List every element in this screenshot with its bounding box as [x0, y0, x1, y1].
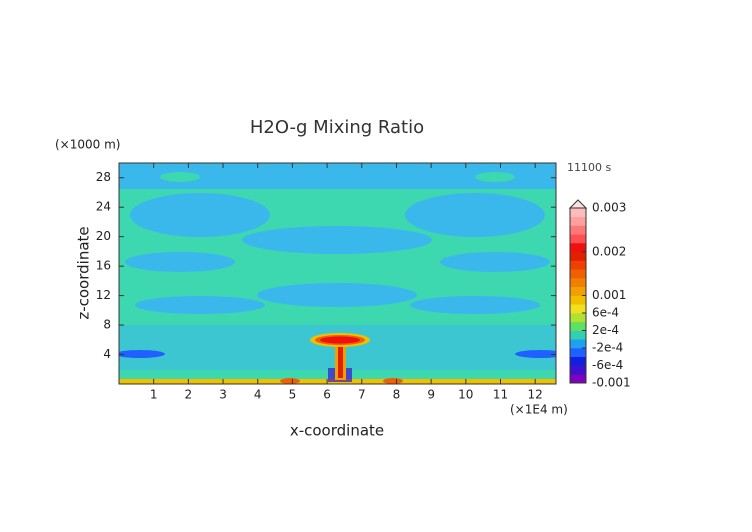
colorbar-tick-label: -0.001 [592, 376, 631, 390]
colorbar-tick-label: 2e-4 [592, 323, 619, 337]
colorbar-tick-label: 6e-4 [592, 306, 619, 320]
x-tick-label: 5 [289, 388, 297, 402]
colorbar-over [568, 199, 588, 209]
colorbar-tick-label: 0.002 [592, 244, 626, 258]
colorbar-band [570, 304, 586, 314]
y-tick-label: 8 [103, 318, 111, 332]
y-tick-label: 20 [96, 229, 111, 243]
colorbar-tick-label: -6e-4 [592, 358, 623, 372]
colorbar-band [570, 286, 586, 296]
colorbar-band [570, 321, 586, 331]
x-tick-label: 2 [185, 388, 193, 402]
x-tick-label: 12 [528, 388, 543, 402]
colorbar-band [570, 278, 586, 288]
colorbar-band [570, 216, 586, 226]
x-tick-label: 9 [427, 388, 435, 402]
x-tick-label: 4 [254, 388, 262, 402]
time-label: 11100 s [567, 161, 611, 174]
colorbar-tick-label: 0.001 [592, 288, 626, 302]
colorbar-band [570, 330, 586, 340]
colorbar-band [570, 260, 586, 270]
y-axis-label: z-coordinate [75, 226, 93, 319]
colorbar-band [570, 374, 586, 384]
colorbar-tick-label: 0.003 [592, 201, 626, 215]
plot-frame [118, 162, 557, 385]
colorbar-band [570, 339, 586, 349]
y-tick-label: 12 [96, 288, 111, 302]
x-tick-label: 8 [393, 388, 401, 402]
colorbar-band [570, 365, 586, 375]
colorbar-band [570, 295, 586, 305]
x-tick-label: 6 [323, 388, 331, 402]
colorbar-band [570, 225, 586, 235]
x-tick-label: 1 [150, 388, 158, 402]
colorbar-band [570, 269, 586, 279]
x-tick-label: 11 [493, 388, 508, 402]
colorbar-tick-label: -2e-4 [592, 341, 623, 355]
x-axis-label: x-coordinate [290, 422, 384, 440]
colorbar-band [570, 243, 586, 253]
colorbar-band [570, 356, 586, 366]
colorbar-band [570, 313, 586, 323]
x-tick-label: 10 [458, 388, 473, 402]
colorbar-band [570, 234, 586, 244]
chart-title: H2O-g Mixing Ratio [250, 117, 424, 138]
x-unit: (×1E4 m) [510, 403, 568, 417]
y-tick-label: 16 [96, 259, 111, 273]
y-unit: (×1000 m) [55, 138, 120, 152]
x-tick-label: 7 [358, 388, 366, 402]
colorbar-band [570, 251, 586, 261]
colorbar-band [570, 208, 586, 218]
colorbar-band [570, 348, 586, 358]
x-tick-label: 3 [219, 388, 227, 402]
y-tick-label: 4 [103, 347, 111, 361]
y-tick-label: 24 [96, 200, 111, 214]
y-tick-label: 28 [96, 170, 111, 184]
contour-field [119, 163, 556, 384]
